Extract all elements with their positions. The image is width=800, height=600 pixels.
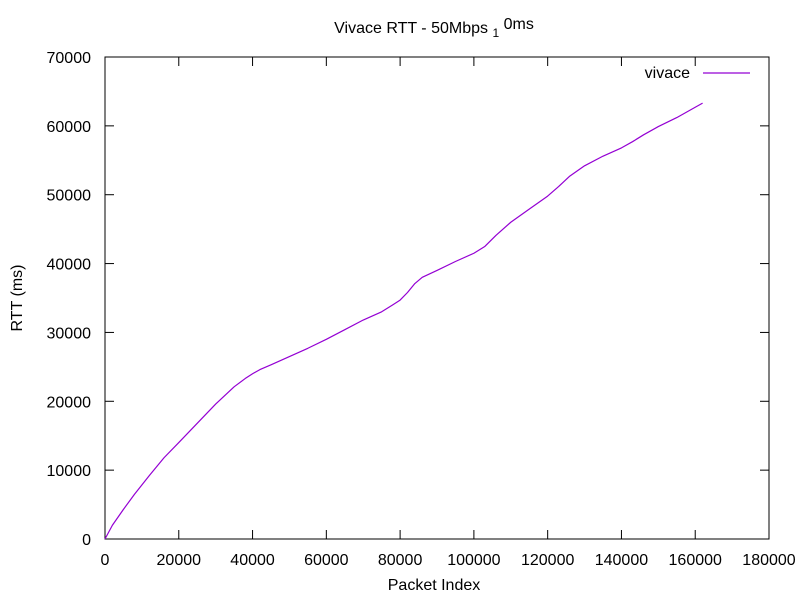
x-tick-label: 160000 bbox=[669, 552, 722, 569]
x-tick-label: 60000 bbox=[304, 552, 349, 569]
y-axis-ticks: 0 10000 20000 30000 40000 50000 60000 70000 bbox=[47, 50, 769, 549]
plot-border bbox=[104, 56, 770, 540]
y-tick-label: 10000 bbox=[47, 463, 92, 480]
x-axis-ticks: 0 20000 40000 60000 80000 100000 120000 140000 1… bbox=[101, 57, 796, 569]
x-tick-label: 180000 bbox=[742, 552, 795, 569]
chart-title-main: Vivace RTT - 50Mbps bbox=[334, 20, 492, 37]
legend: vivace bbox=[645, 65, 750, 82]
x-tick-label: 80000 bbox=[378, 552, 423, 569]
y-tick-label: 30000 bbox=[47, 325, 92, 342]
y-tick-label: 60000 bbox=[47, 119, 92, 136]
chart-title-subscript: 1 bbox=[492, 26, 499, 40]
x-tick-label: 0 bbox=[101, 552, 110, 569]
y-tick-label: 70000 bbox=[47, 50, 92, 67]
chart-title: Vivace RTT - 50Mbps 1 0ms bbox=[334, 16, 534, 40]
x-tick-label: 140000 bbox=[595, 552, 648, 569]
series-line-vivace bbox=[104, 102, 703, 540]
y-tick-label: 50000 bbox=[47, 188, 92, 205]
y-tick-label: 20000 bbox=[47, 394, 92, 411]
chart-title-tail: 0ms bbox=[504, 16, 534, 33]
x-tick-label: 120000 bbox=[521, 552, 574, 569]
x-tick-label: 20000 bbox=[157, 552, 202, 569]
x-tick-label: 40000 bbox=[230, 552, 275, 569]
y-tick-label: 40000 bbox=[47, 257, 92, 274]
x-axis-label: Packet Index bbox=[388, 577, 481, 594]
x-tick-label: 100000 bbox=[447, 552, 500, 569]
y-tick-label: 0 bbox=[82, 532, 91, 549]
legend-label-vivace: vivace bbox=[645, 65, 690, 82]
y-axis-label: RTT (ms) bbox=[9, 265, 26, 332]
